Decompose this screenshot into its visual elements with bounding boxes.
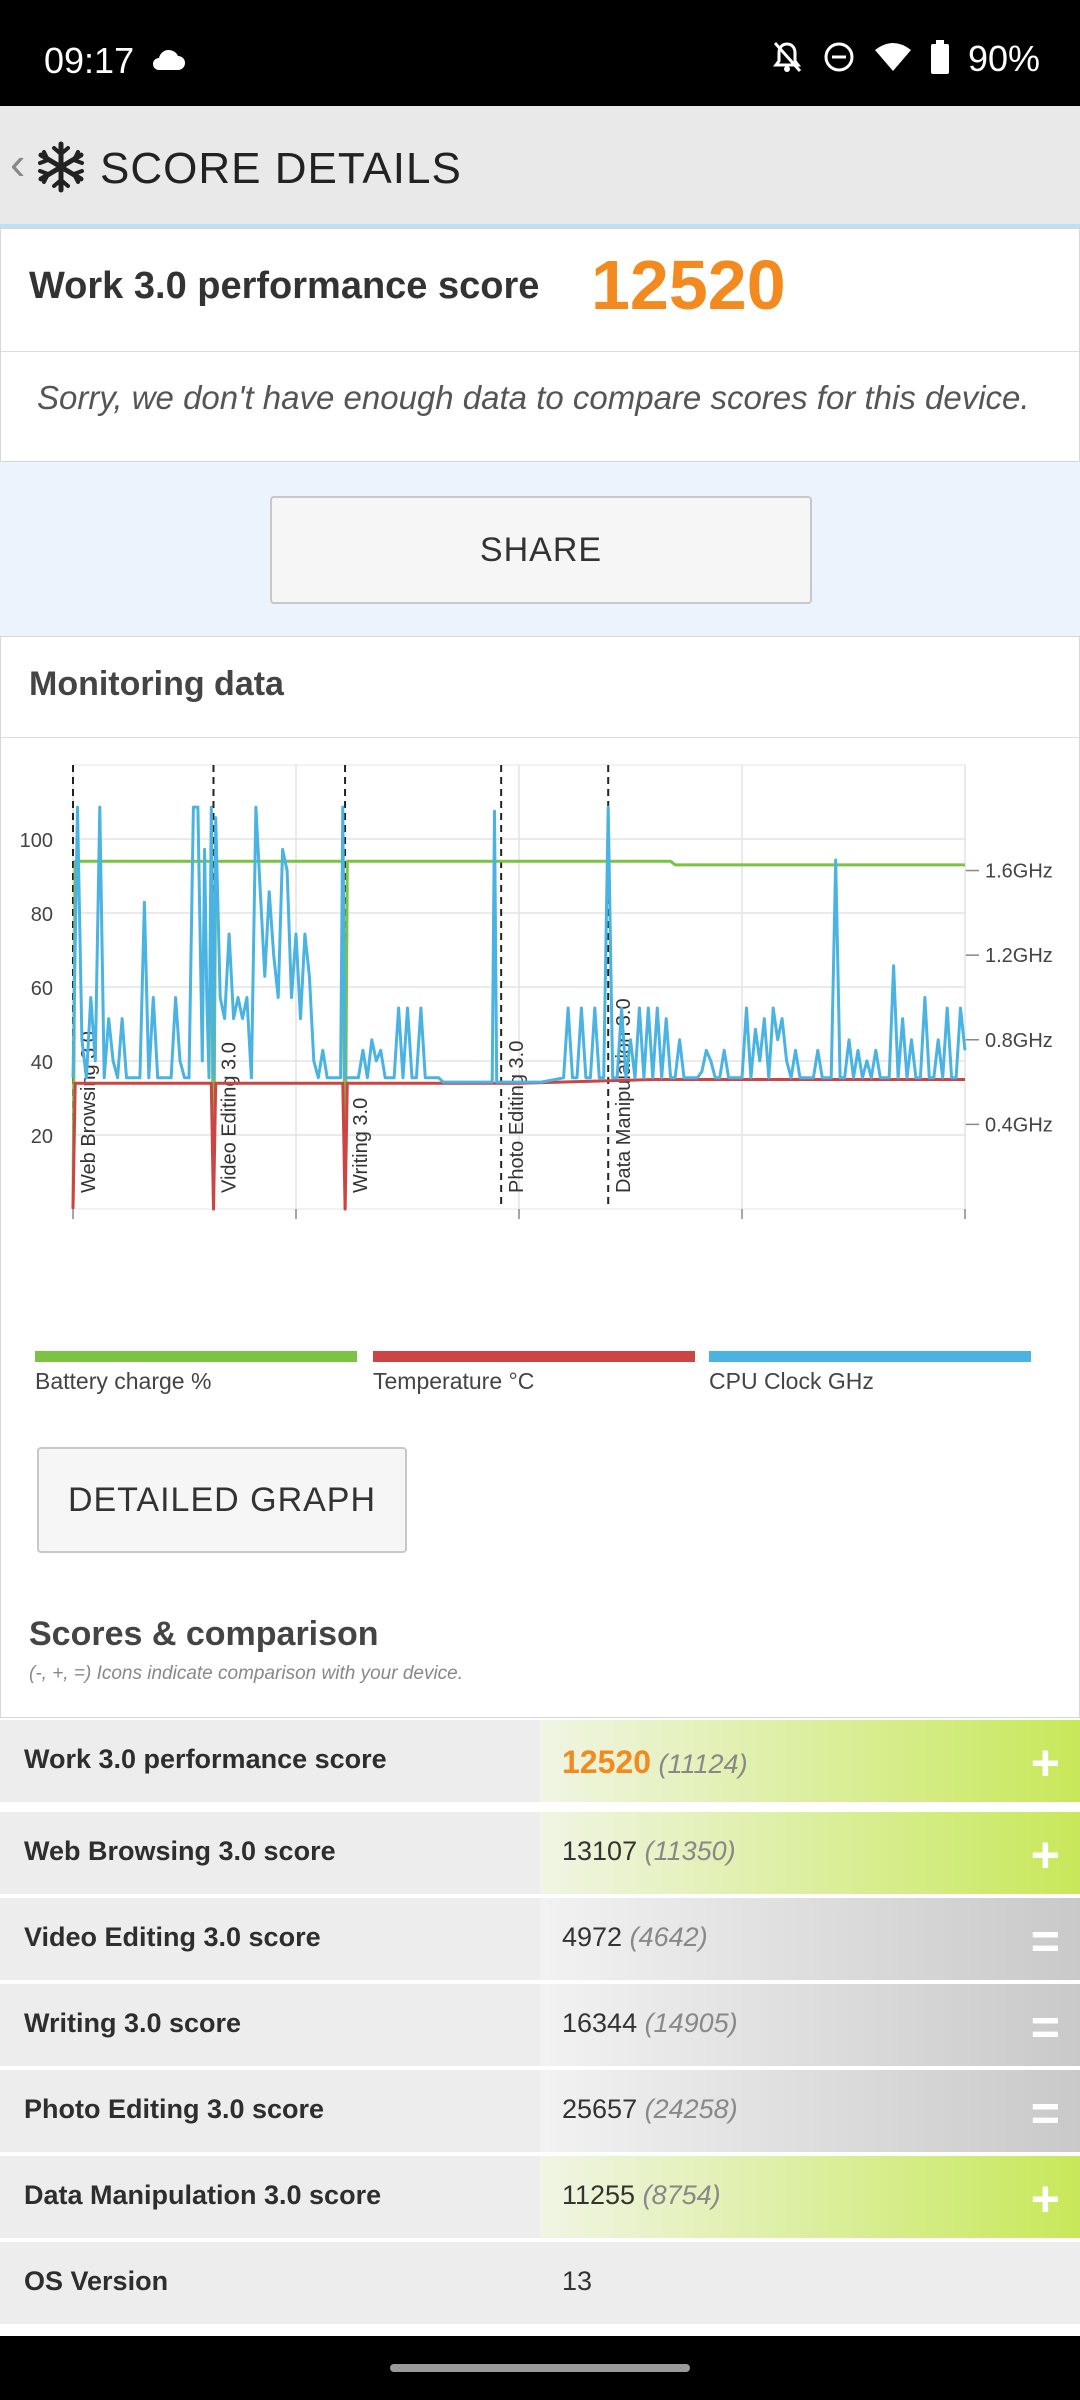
navigation-bar — [0, 2336, 1080, 2400]
row-label: OS Version — [24, 2266, 169, 2296]
monitoring-card: Monitoring data 20 40 60 80 100 0.4GHz 0.8GHz 1… — [0, 636, 1080, 1718]
row-score: 12520 — [562, 1744, 651, 1780]
y-right-tick-label: 0.8GHz — [985, 1030, 1053, 1052]
snowflake-logo-icon — [34, 140, 88, 199]
table-row: Video Editing 3.0 score 4972 (4642) = — [0, 1898, 1080, 1980]
divider — [1, 351, 1079, 352]
status-bar: 09:17 90% — [0, 0, 1080, 106]
do-not-disturb-icon — [822, 40, 856, 79]
cloud-icon — [150, 48, 186, 77]
cpu-clock-line — [71, 805, 967, 1084]
row-score: 25657 — [562, 2094, 638, 2124]
row-compare: (24258) — [644, 2094, 738, 2124]
row-compare: (14905) — [644, 2008, 738, 2038]
scores-note: (-, +, =) Icons indicate comparison with… — [29, 1663, 464, 1684]
row-score: 11255 — [562, 2180, 636, 2210]
equal-icon: = — [1030, 1913, 1060, 1969]
y-right-tick-label: 1.6GHz — [985, 861, 1053, 883]
monitoring-heading: Monitoring data — [29, 665, 284, 703]
y-right-tick-label: 1.2GHz — [985, 945, 1053, 967]
battery-icon — [930, 39, 950, 79]
legend-cpu-label: CPU Clock GHz — [709, 1368, 874, 1394]
test-marker-label: Video Editing 3.0 — [218, 1042, 240, 1193]
row-value: 13 — [562, 2266, 592, 2297]
divider — [1, 737, 1079, 738]
y-right-tick-label: 0.4GHz — [985, 1114, 1053, 1136]
row-label: Video Editing 3.0 score — [24, 1922, 321, 1952]
legend-cpu: CPU Clock GHz — [709, 1351, 1031, 1411]
row-score: 4972 — [562, 1922, 623, 1952]
row-value: 16344 (14905) — [562, 2008, 738, 2039]
row-label: Photo Editing 3.0 score — [24, 2094, 325, 2124]
table-row: Photo Editing 3.0 score 25657 (24258) = — [0, 2070, 1080, 2152]
row-compare: (11124) — [658, 1749, 748, 1779]
test-marker-label: Web Browsing 3.0 — [78, 1031, 100, 1193]
notifications-off-icon — [770, 40, 804, 79]
page-title: SCORE DETAILS — [100, 144, 462, 193]
equal-icon: = — [1030, 1999, 1060, 2055]
test-marker-label: Photo Editing 3.0 — [506, 1041, 528, 1193]
table-row: OS Version 13 — [0, 2242, 1080, 2324]
monitoring-chart: 204060801000.4GHz0.8GHz1.2GHz1.6GHz00:00… — [20, 764, 1053, 1219]
y-left-tick-label: 80 — [31, 904, 53, 926]
overall-score-card: Work 3.0 performance score 12520 Sorry, … — [0, 228, 1080, 462]
row-value-cell: 11255 (8754) + — [540, 2156, 1080, 2238]
row-label: Work 3.0 performance score — [24, 1744, 387, 1774]
legend-temperature: Temperature °C — [373, 1351, 695, 1411]
legend-temperature-label: Temperature °C — [373, 1368, 535, 1394]
plus-icon: + — [1030, 2171, 1060, 2227]
row-value-cell: 16344 (14905) = — [540, 1984, 1080, 2066]
row-value-cell: 25657 (24258) = — [540, 2070, 1080, 2152]
table-row: Web Browsing 3.0 score 13107 (11350) + — [0, 1812, 1080, 1894]
y-left-tick-label: 100 — [20, 830, 53, 852]
share-button[interactable]: SHARE — [270, 496, 812, 604]
y-left-tick-label: 40 — [31, 1052, 53, 1074]
overall-score-label: Work 3.0 performance score — [29, 265, 540, 307]
legend-battery: Battery charge % — [35, 1351, 357, 1411]
equal-icon: = — [1030, 2085, 1060, 2141]
row-value: 12520 (11124) — [562, 1744, 748, 1781]
row-score: 13107 — [562, 1836, 638, 1866]
row-value-cell: 12520 (11124) + — [540, 1720, 1080, 1802]
battery-percent: 90% — [967, 38, 1040, 79]
row-value: 25657 (24258) — [562, 2094, 738, 2125]
share-area: SHARE — [0, 462, 1080, 636]
row-value-cell: 4972 (4642) = — [540, 1898, 1080, 1980]
row-compare: (8754) — [642, 2180, 721, 2210]
table-row: Work 3.0 performance score 12520 (11124)… — [0, 1720, 1080, 1802]
plus-icon: + — [1030, 1735, 1060, 1791]
detailed-graph-button[interactable]: DETAILED GRAPH — [37, 1447, 407, 1553]
legend-cpu-swatch — [709, 1351, 1031, 1362]
row-label: Web Browsing 3.0 score — [24, 1836, 336, 1866]
row-label: Data Manipulation 3.0 score — [24, 2180, 382, 2210]
row-compare: (11350) — [644, 1836, 736, 1866]
row-value: 4972 (4642) — [562, 1922, 708, 1953]
scores-heading: Scores & comparison — [29, 1615, 379, 1653]
temperature-line — [71, 1078, 965, 1211]
y-left-tick-label: 60 — [31, 978, 53, 1000]
back-icon[interactable]: ‹ — [10, 137, 26, 189]
row-compare: (4642) — [629, 1922, 708, 1952]
legend-temperature-swatch — [373, 1351, 695, 1362]
row-score: 16344 — [562, 2008, 638, 2038]
row-label: Writing 3.0 score — [24, 2008, 242, 2038]
plus-icon: + — [1030, 1827, 1060, 1883]
table-row: Data Manipulation 3.0 score 11255 (8754)… — [0, 2156, 1080, 2238]
row-value: 13107 (11350) — [562, 1836, 736, 1867]
legend-battery-label: Battery charge % — [35, 1368, 212, 1394]
row-value-cell: 13107 (11350) + — [540, 1812, 1080, 1894]
test-marker-label: Writing 3.0 — [350, 1098, 372, 1193]
overall-score-value: 12520 — [591, 246, 786, 324]
table-row: Writing 3.0 score 16344 (14905) = — [0, 1984, 1080, 2066]
y-left-tick-label: 20 — [31, 1126, 53, 1148]
comparison-notice: Sorry, we don't have enough data to comp… — [37, 379, 1030, 416]
home-gesture-handle[interactable] — [390, 2364, 690, 2372]
wifi-icon — [874, 42, 912, 77]
row-score: 13 — [562, 2266, 593, 2296]
status-time: 09:17 — [44, 40, 135, 81]
legend-battery-swatch — [35, 1351, 357, 1362]
row-value-cell: 13 — [540, 2242, 1080, 2324]
row-value: 11255 (8754) — [562, 2180, 721, 2211]
app-bar: ‹ SCORE DETAILS — [0, 106, 1080, 228]
